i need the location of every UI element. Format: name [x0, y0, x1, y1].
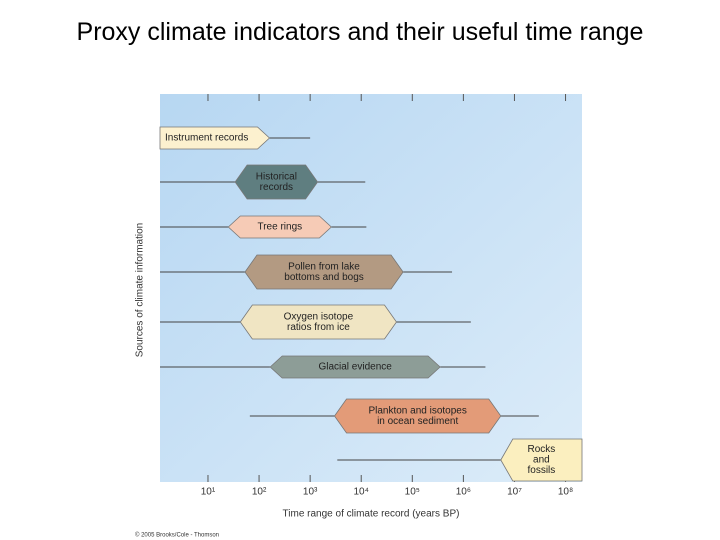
range-box [239, 304, 397, 340]
range-box [500, 438, 583, 482]
row-label: Oxygen isotope [284, 311, 354, 322]
row-label: Rocks [527, 444, 555, 455]
row-label: bottoms and bogs [284, 272, 364, 283]
range-box [227, 215, 332, 239]
range-box [159, 126, 271, 150]
row-label: Plankton and isotopes [368, 405, 466, 416]
row-label: Tree rings [257, 222, 302, 233]
x-tick-label: 10⁴ [354, 487, 369, 498]
row-label: in ocean sediment [377, 416, 458, 427]
range-box [234, 164, 319, 200]
credit: © 2005 Brooks/Cole - Thomson [135, 532, 219, 539]
row-label: ratios from ice [287, 322, 350, 333]
x-tick-label: 10⁶ [456, 487, 471, 498]
x-tick-label: 10⁸ [558, 487, 573, 498]
row-label: Pollen from lake [288, 261, 360, 272]
slide-title: Proxy climate indicators and their usefu… [76, 18, 644, 46]
x-tick-label: 10¹ [201, 487, 216, 498]
range-box [244, 254, 404, 290]
row-label: Historical [256, 171, 297, 182]
range-box [269, 355, 441, 379]
row-label: and [533, 455, 550, 466]
x-tick-label: 10³ [303, 487, 318, 498]
y-axis-label: Sources of climate information [135, 223, 146, 358]
row-label: records [260, 182, 293, 193]
x-axis-label: Time range of climate record (years BP) [283, 509, 460, 520]
x-tick-label: 10⁷ [507, 487, 522, 498]
row-label: Glacial evidence [318, 362, 392, 373]
x-tick-label: 10⁵ [405, 487, 420, 498]
x-tick-label: 10² [252, 487, 267, 498]
range-box [334, 398, 502, 434]
row-label: Instrument records [165, 133, 248, 144]
row-label: fossils [527, 465, 555, 476]
